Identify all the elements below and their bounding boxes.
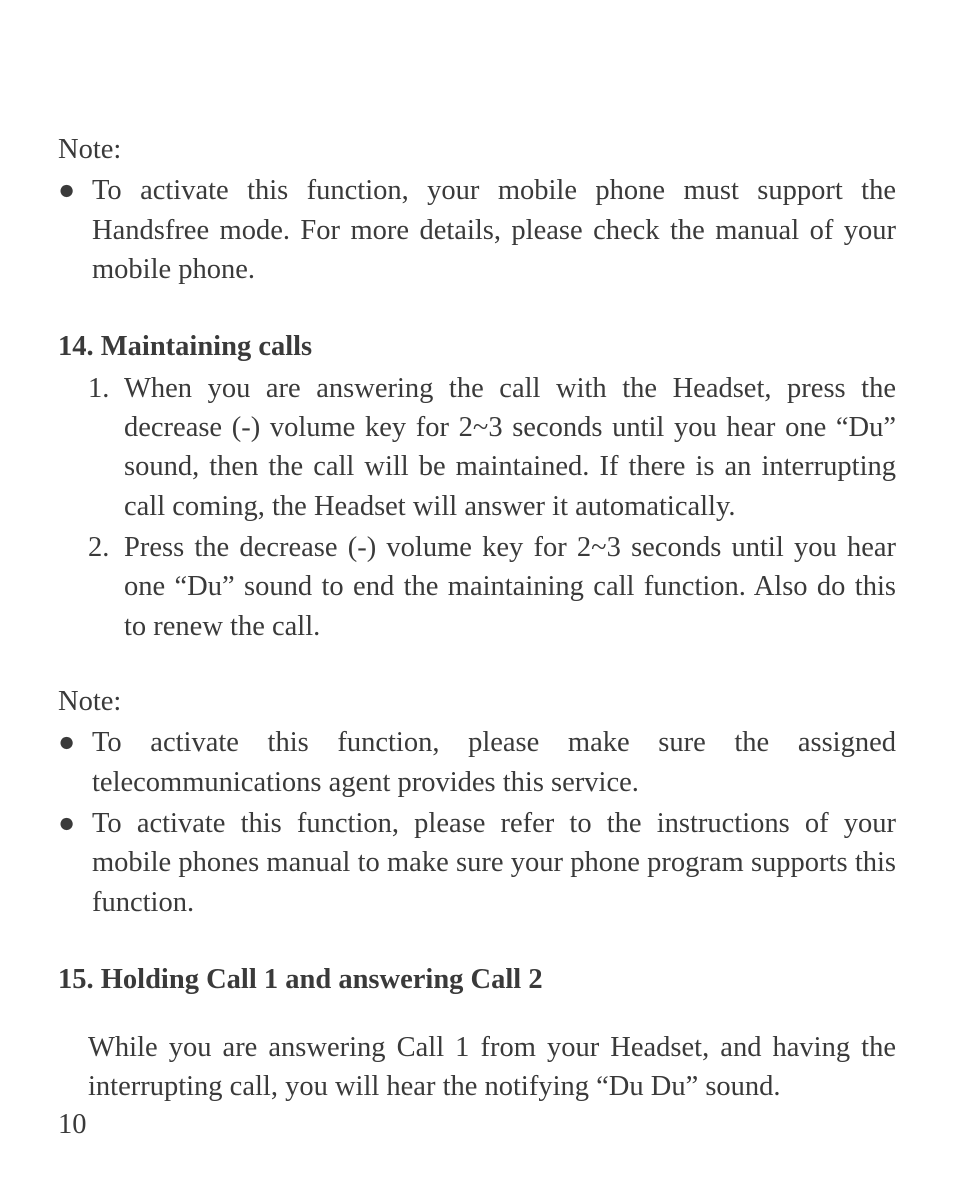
bullet-text: To activate this function, please refer … <box>92 804 896 922</box>
note-label: Note: <box>58 682 896 721</box>
item-text: Press the decrease (-) volume key for 2~… <box>124 528 896 646</box>
section-body: While you are answering Call 1 from your… <box>58 1028 896 1107</box>
bullet-item: ● To activate this function, your mobile… <box>58 171 896 289</box>
numbered-item: 1. When you are answering the call with … <box>58 369 896 526</box>
numbered-item: 2. Press the decrease (-) volume key for… <box>58 528 896 646</box>
bullet-glyph: ● <box>58 171 92 289</box>
bullet-item: ● To activate this function, please make… <box>58 723 896 802</box>
note-label: Note: <box>58 130 896 169</box>
bullet-item: ● To activate this function, please refe… <box>58 804 896 922</box>
bullet-text: To activate this function, please make s… <box>92 723 896 802</box>
document-page: Note: ● To activate this function, your … <box>0 0 954 1204</box>
item-number: 2. <box>88 528 124 646</box>
item-text: When you are answering the call with the… <box>124 369 896 526</box>
section-heading: 15. Holding Call 1 and answering Call 2 <box>58 960 896 999</box>
bullet-text: To activate this function, your mobile p… <box>92 171 896 289</box>
page-number: 10 <box>58 1105 87 1144</box>
item-number: 1. <box>88 369 124 526</box>
bullet-glyph: ● <box>58 723 92 802</box>
section-heading: 14. Maintaining calls <box>58 327 896 366</box>
bullet-glyph: ● <box>58 804 92 922</box>
